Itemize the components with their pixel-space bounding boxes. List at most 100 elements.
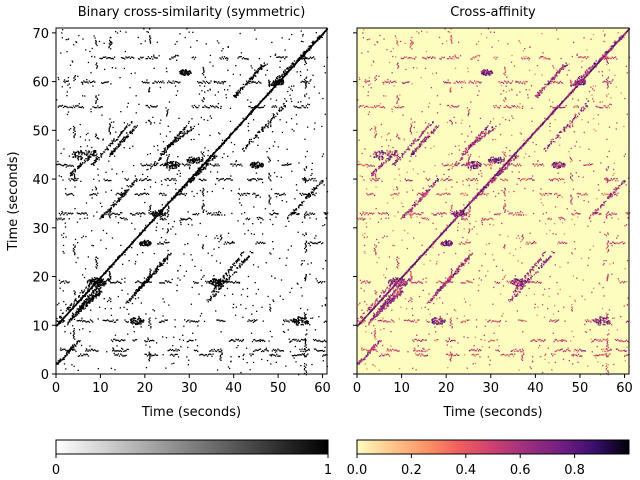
similarity-cell (135, 322, 137, 324)
similarity-cell (145, 82, 147, 84)
similarity-cell (96, 194, 98, 196)
similarity-cell (148, 57, 151, 59)
similarity-cell (251, 107, 253, 109)
similarity-cell (246, 81, 249, 84)
similarity-cell (299, 57, 301, 59)
similarity-cell (57, 219, 59, 221)
similarity-cell (240, 254, 242, 256)
similarity-cell (250, 110, 253, 112)
similarity-cell (250, 138, 252, 140)
similarity-cell (194, 56, 197, 58)
similarity-cell (98, 289, 101, 291)
similarity-cell (294, 211, 296, 214)
similarity-cell (79, 305, 81, 308)
similarity-cell (312, 191, 314, 194)
similarity-cell (256, 180, 258, 182)
similarity-cell (172, 142, 174, 145)
similarity-cell (68, 281, 70, 283)
similarity-cell (154, 164, 157, 167)
similarity-cell (103, 178, 105, 180)
similarity-cell (99, 292, 101, 294)
similarity-cell (273, 117, 275, 119)
similarity-cell (72, 194, 75, 197)
similarity-cell (208, 107, 211, 109)
similarity-cell (65, 192, 67, 195)
similarity-cell (174, 197, 176, 199)
similarity-cell (130, 213, 133, 215)
similarity-cell (318, 37, 320, 39)
similarity-cell (104, 284, 106, 286)
similarity-cell (78, 212, 81, 215)
similarity-cell (255, 194, 257, 197)
similarity-cell (120, 217, 123, 219)
similarity-cell (172, 80, 174, 82)
similarity-cell (142, 229, 144, 232)
similarity-cell (78, 165, 80, 167)
similarity-cell (249, 179, 251, 181)
similarity-cell (293, 321, 295, 323)
similarity-cell (286, 68, 288, 70)
similarity-cell (176, 134, 179, 136)
similarity-cell (215, 282, 217, 284)
similarity-cell (243, 192, 245, 195)
similarity-cell (59, 322, 62, 324)
similarity-cell (320, 36, 322, 39)
similarity-cell (246, 258, 248, 260)
similarity-cell (252, 76, 254, 78)
similarity-cell (85, 286, 88, 288)
similarity-cell (80, 150, 82, 152)
similarity-cell (122, 138, 124, 140)
similarity-cell (109, 153, 111, 155)
similarity-cell (124, 138, 126, 140)
similarity-cell (304, 193, 306, 195)
similarity-cell (204, 104, 206, 107)
similarity-cell (150, 281, 152, 283)
similarity-cell (109, 179, 111, 182)
similarity-cell (190, 178, 192, 180)
similarity-cell (82, 162, 84, 164)
similarity-cell (250, 76, 253, 78)
similarity-cell (188, 73, 190, 75)
similarity-cell (213, 157, 215, 159)
similarity-cell (64, 315, 67, 317)
similarity-cell (299, 204, 301, 206)
similarity-cell (181, 131, 183, 133)
similarity-cell (64, 212, 66, 214)
similarity-cell (121, 193, 124, 195)
similarity-cell (140, 56, 142, 58)
similarity-cell (244, 259, 246, 261)
similarity-cell (254, 178, 257, 180)
similarity-cell (84, 81, 86, 83)
similarity-cell (180, 188, 182, 190)
similarity-cell (317, 185, 319, 187)
similarity-cell (70, 348, 72, 350)
similarity-cell (253, 166, 255, 168)
similarity-cell (135, 179, 137, 182)
similarity-cell (66, 281, 68, 283)
similarity-cell (75, 155, 77, 157)
similarity-cell (165, 151, 167, 153)
similarity-cell (256, 105, 258, 107)
similarity-cell (141, 282, 143, 284)
similarity-cell (198, 162, 200, 164)
similarity-cell (106, 57, 108, 60)
similarity-cell (122, 141, 124, 143)
similarity-cell (142, 319, 144, 321)
similarity-cell (317, 36, 319, 38)
similarity-cell (157, 269, 160, 271)
similarity-cell (320, 180, 322, 182)
similarity-cell (207, 160, 209, 162)
similarity-cell (242, 194, 244, 196)
similarity-cell (138, 287, 140, 289)
similarity-cell (197, 172, 200, 175)
similarity-cell (173, 140, 176, 142)
similarity-cell (83, 159, 86, 161)
similarity-cell (85, 149, 87, 152)
similarity-cell (238, 91, 240, 93)
similarity-cell (209, 154, 212, 157)
similarity-cell (166, 256, 169, 258)
similarity-cell (193, 160, 195, 163)
similarity-cell (130, 185, 132, 188)
similarity-cell (79, 106, 81, 108)
similarity-cell (63, 280, 65, 282)
